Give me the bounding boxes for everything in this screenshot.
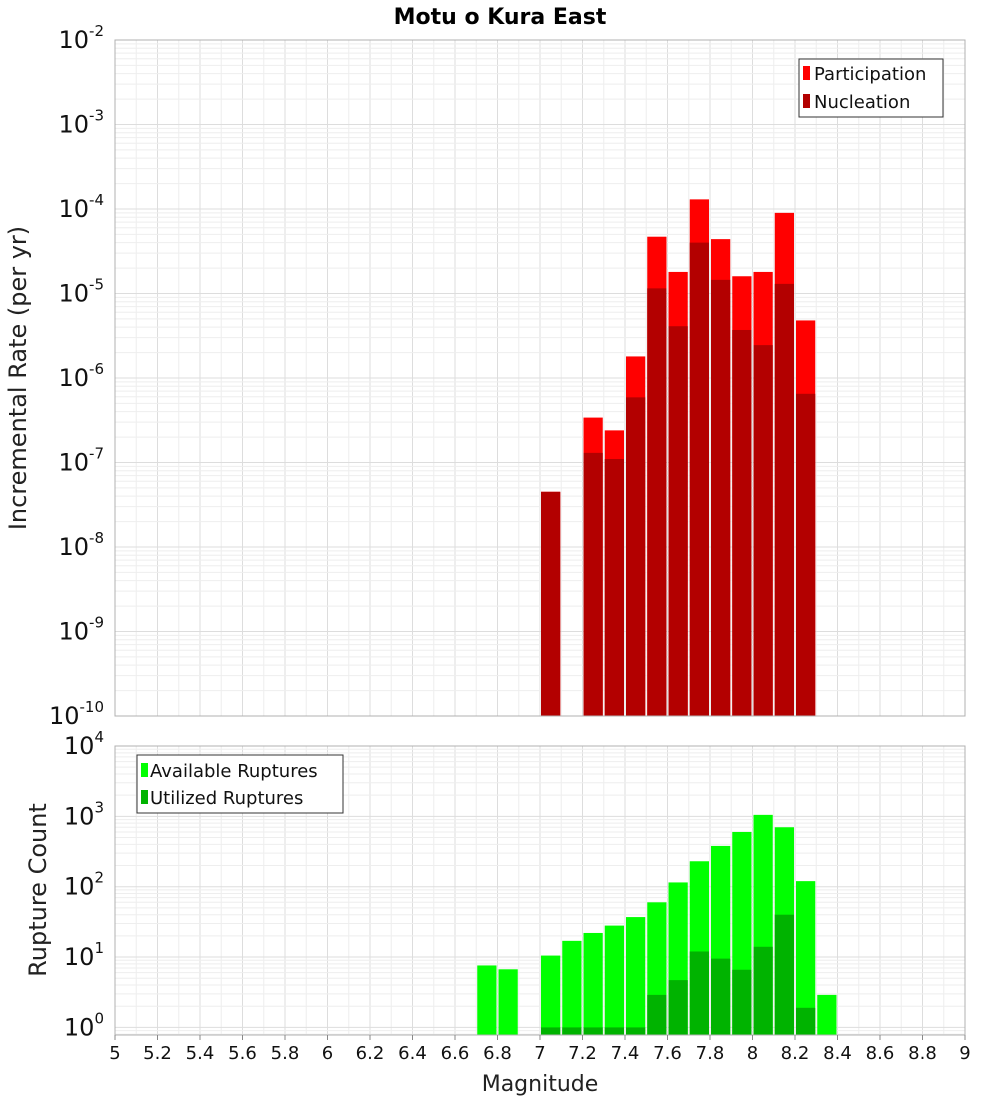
legend-swatch-utilized-ruptures xyxy=(141,790,148,804)
bar-available-ruptures xyxy=(562,940,582,1035)
x-tick-label: 6.8 xyxy=(483,1043,512,1064)
x-tick-label: 7.4 xyxy=(611,1043,640,1064)
y-tick-label: 10-4 xyxy=(58,191,104,223)
participation-nucleation-plot: 10-10 10-9 10-8 10-7 10-6 10-5 10-4 10-3 10-2 In… xyxy=(4,22,966,730)
y-tick-label: 102 xyxy=(64,869,104,901)
bottom-grid xyxy=(114,745,966,1035)
bottom-legend: Available Ruptures Utilized Ruptures xyxy=(136,754,344,814)
legend-label-utilized-ruptures: Utilized Ruptures xyxy=(150,788,303,809)
y-tick-label: 100 xyxy=(64,1009,104,1041)
bar-utilized-ruptures xyxy=(796,1007,816,1035)
y-tick-label: 10-7 xyxy=(58,445,104,477)
x-tick-label: 7.6 xyxy=(653,1043,682,1064)
x-tick-label: 6 xyxy=(322,1043,333,1064)
x-tick-label: 5 xyxy=(109,1043,120,1064)
legend-label-nucleation: Nucleation xyxy=(814,92,910,113)
bar-nucleation xyxy=(583,452,603,716)
y-tick-label: 103 xyxy=(64,798,104,830)
y-tick-label: 10-8 xyxy=(58,529,104,561)
legend-label-available-ruptures: Available Ruptures xyxy=(150,761,318,782)
x-tick-label: 6.2 xyxy=(356,1043,385,1064)
y-tick-label: 10-9 xyxy=(58,614,104,646)
bar-available-ruptures xyxy=(817,994,837,1035)
bar-utilized-ruptures xyxy=(626,1027,646,1035)
x-tick-label: 5.4 xyxy=(186,1043,215,1064)
x-tick-label: 7.2 xyxy=(568,1043,597,1064)
bar-utilized-ruptures xyxy=(541,1027,561,1035)
bar-nucleation xyxy=(711,279,731,716)
bar-utilized-ruptures xyxy=(668,980,688,1035)
bar-utilized-ruptures xyxy=(711,958,731,1035)
x-axis-label: Magnitude xyxy=(482,1072,599,1097)
bar-available-ruptures xyxy=(541,955,561,1035)
y-tick-label: 10-10 xyxy=(49,698,104,730)
x-tick-label: 8.2 xyxy=(781,1043,810,1064)
bottom-legend-box xyxy=(136,754,344,814)
top-legend: Participation Nucleation xyxy=(798,58,944,118)
bar-utilized-ruptures xyxy=(604,1027,624,1035)
bar-utilized-ruptures xyxy=(732,969,752,1035)
bar-available-ruptures xyxy=(477,965,497,1035)
top-y-axis-label: Incremental Rate (per yr) xyxy=(4,226,32,530)
x-tick-label: 9 xyxy=(959,1043,970,1064)
bar-utilized-ruptures xyxy=(774,914,794,1035)
bottom-y-tick-labels: 100 101 102 103 104 xyxy=(64,728,104,1041)
top-bars xyxy=(541,199,816,717)
bar-available-ruptures xyxy=(604,925,624,1035)
bar-nucleation xyxy=(647,288,667,716)
bar-available-ruptures xyxy=(583,932,603,1035)
bar-available-ruptures xyxy=(796,881,816,1035)
bar-nucleation xyxy=(626,397,646,716)
x-tick-label: 5.2 xyxy=(143,1043,172,1064)
legend-swatch-nucleation xyxy=(803,94,810,108)
top-grid xyxy=(114,39,966,717)
top-legend-box xyxy=(798,58,944,118)
x-tick-label: 8.6 xyxy=(866,1043,895,1064)
x-tick-label: 6.6 xyxy=(441,1043,470,1064)
bar-nucleation xyxy=(541,491,561,716)
bottom-y-axis-label: Rupture Count xyxy=(24,803,52,977)
x-tick-label: 8.4 xyxy=(823,1043,852,1064)
bar-nucleation xyxy=(668,326,688,716)
x-tick-label: 6.4 xyxy=(398,1043,427,1064)
bar-available-ruptures xyxy=(498,969,518,1035)
x-tick-labels: 5 5.2 5.4 5.6 5.8 6 6.2 6.4 6.6 6.8 7 7.2 7.4 7.6 7.8 8… xyxy=(109,1035,971,1064)
chart-title: Motu o Kura East xyxy=(394,5,607,30)
legend-label-participation: Participation xyxy=(814,64,926,85)
y-tick-label: 10-3 xyxy=(58,107,104,139)
top-plot-frame xyxy=(114,39,966,717)
rupture-count-plot: 100 101 102 103 104 5 5.2 5.4 5.6 5.8 6 6.2 6.4 6.6 6… xyxy=(24,728,971,1097)
legend-swatch-participation xyxy=(803,66,810,80)
top-y-tick-labels: 10-10 10-9 10-8 10-7 10-6 10-5 10-4 10-3 10-2 xyxy=(49,22,104,730)
bar-nucleation xyxy=(774,283,794,716)
bar-utilized-ruptures xyxy=(753,946,773,1035)
bar-utilized-ruptures xyxy=(689,951,709,1035)
bar-nucleation xyxy=(796,393,816,716)
x-tick-label: 5.6 xyxy=(228,1043,257,1064)
x-tick-label: 5.8 xyxy=(271,1043,300,1064)
y-tick-label: 10-6 xyxy=(58,360,104,392)
bar-nucleation xyxy=(753,345,773,716)
x-tick-label: 7.8 xyxy=(696,1043,725,1064)
bar-utilized-ruptures xyxy=(583,1027,603,1035)
x-tick-label: 7 xyxy=(534,1043,545,1064)
y-tick-label: 101 xyxy=(64,939,104,971)
y-tick-label: 104 xyxy=(64,728,104,760)
x-tick-label: 8 xyxy=(747,1043,758,1064)
y-tick-label: 10-5 xyxy=(58,276,104,308)
bar-utilized-ruptures xyxy=(647,994,667,1035)
x-tick-label: 8.8 xyxy=(908,1043,937,1064)
bar-nucleation xyxy=(689,242,709,717)
legend-swatch-available-ruptures xyxy=(141,763,148,777)
bar-available-ruptures xyxy=(626,917,646,1035)
y-tick-label: 10-2 xyxy=(58,22,104,54)
bar-utilized-ruptures xyxy=(562,1027,582,1035)
bar-nucleation xyxy=(604,459,624,716)
bottom-bars xyxy=(477,814,837,1035)
bar-nucleation xyxy=(732,329,752,716)
